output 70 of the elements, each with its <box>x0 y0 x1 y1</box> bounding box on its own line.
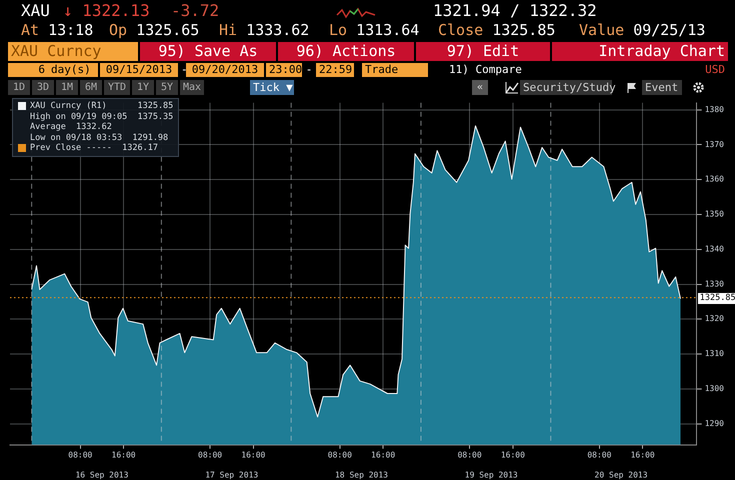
text: Op 1325.65 <box>109 21 200 39</box>
text: USD <box>704 63 726 77</box>
x-tick-label: 08:00 <box>458 450 482 460</box>
text: 1321.94 / 1322.32 <box>432 1 597 20</box>
text: day(s) <box>48 63 98 77</box>
x-tick-label: 08:00 <box>198 450 222 460</box>
text: - <box>304 63 314 77</box>
text: Lo 1313.64 <box>329 21 420 39</box>
y-tick-label: 1330 <box>704 279 724 288</box>
x-tick-label: 08:00 <box>68 450 93 460</box>
text: 95) Save As <box>140 42 276 61</box>
text: - <box>180 63 188 77</box>
text: 6M <box>80 80 102 95</box>
text: 11) Compare <box>448 63 523 77</box>
x2-tick-label: 20 Sep 2013 <box>594 470 648 480</box>
text: ↓ 1322.13 <box>62 1 151 20</box>
annotation: High on 09/19 09:05 1375.35 <box>30 112 174 122</box>
text: Trade <box>362 63 428 77</box>
text: 3D <box>32 80 54 95</box>
text: 09/20/2013 <box>186 63 264 77</box>
text: Tick ▼ <box>250 80 294 95</box>
text: At 13:18 <box>21 21 94 39</box>
text: Value 09/25/13 <box>579 21 706 39</box>
x-tick-label: 16:00 <box>500 450 526 460</box>
x2-tick-label: 19 Sep 2013 <box>464 470 518 480</box>
x-tick-label: 16:00 <box>241 450 266 460</box>
text: Close 1325.85 <box>438 21 556 39</box>
y-tick-label: 1300 <box>704 384 724 394</box>
text: XAU <box>20 1 51 20</box>
text: 5Y <box>156 80 178 95</box>
text: -3.72 <box>170 1 220 20</box>
y-tick-label: 1370 <box>704 140 724 149</box>
text: « <box>472 80 488 95</box>
x-tick-label: 16:00 <box>630 450 655 460</box>
y-tick-label: 1290 <box>704 418 724 428</box>
y-tick-label: 1320 <box>704 314 724 324</box>
text: Hi 1333.62 <box>219 21 310 39</box>
x-tick-label: 16:00 <box>371 450 396 460</box>
y-tick-label: 1360 <box>704 174 724 184</box>
legend-label: XAU Curncy (R1) <box>30 101 107 112</box>
x2-tick-label: 18 Sep 2013 <box>334 470 388 480</box>
text: Security/Study <box>522 80 616 95</box>
text: XAU Curncy <box>8 42 138 61</box>
annotation: 1325.85 <box>136 101 174 112</box>
text: 1Y <box>132 80 154 95</box>
y-tick-label: 1340 <box>704 244 724 254</box>
text: 23:00 <box>266 63 302 77</box>
y-tick-label: 1310 <box>704 349 724 358</box>
annotation: Low on 09/18 03:53 1291.98 <box>30 132 168 143</box>
text: 97) Edit <box>416 42 550 61</box>
y-tick-label: 1350 <box>704 210 724 219</box>
annotation: 1325.85 <box>698 292 735 304</box>
y-tick-label: 1380 <box>704 104 724 114</box>
x2-tick-label: 16 Sep 2013 <box>75 470 129 480</box>
x-tick-label: 08:00 <box>328 450 352 460</box>
x-tick-label: 16:00 <box>112 450 136 460</box>
text: Max <box>180 80 204 95</box>
text: 09/15/2013 <box>100 63 178 77</box>
annotation: Average 1332.62 <box>30 122 112 132</box>
text: 1M <box>56 80 78 95</box>
text: 96) Actions <box>278 42 414 61</box>
text: 1D <box>8 80 30 95</box>
text: YTD <box>104 80 130 95</box>
x-tick-label: 08:00 <box>587 450 612 460</box>
text: Event <box>642 80 682 95</box>
text: 6 <box>8 63 48 77</box>
text: 22:59 <box>316 63 354 77</box>
x2-tick-label: 17 Sep 2013 <box>205 470 258 480</box>
text: Intraday Chart <box>552 42 728 61</box>
legend-label: Prev Close ----- 1326.17 <box>30 143 158 154</box>
